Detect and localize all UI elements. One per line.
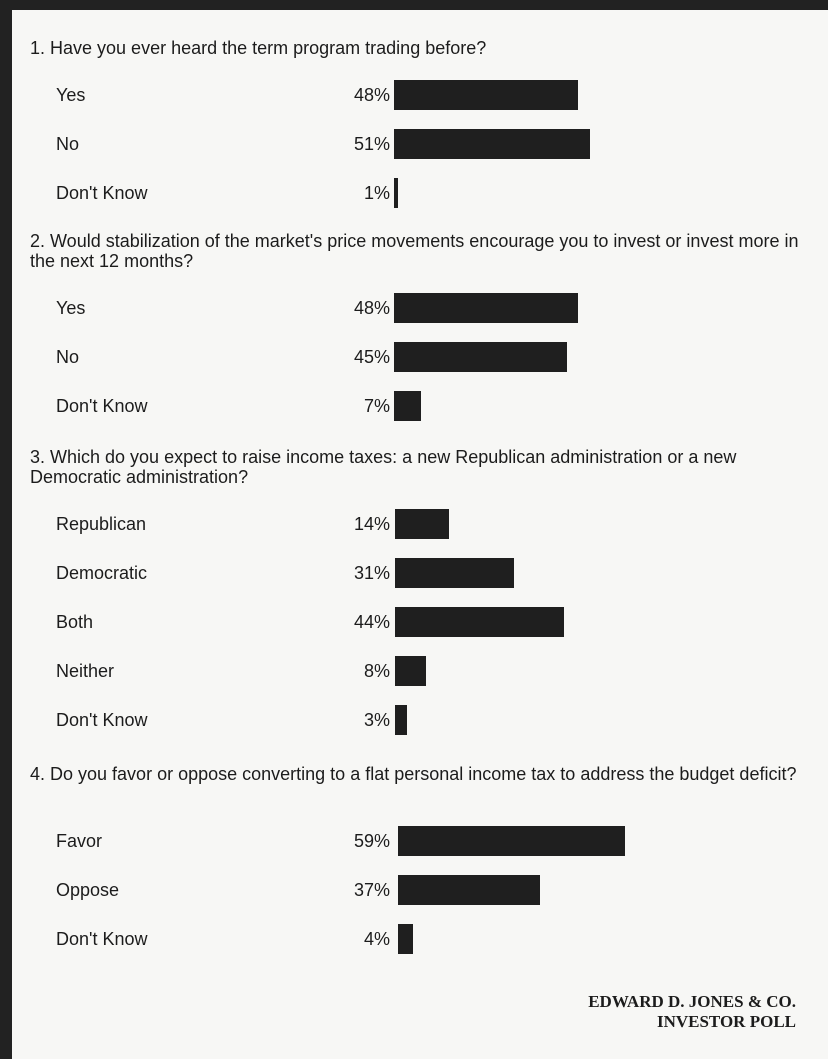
answer-bar <box>394 293 578 323</box>
footer-company: EDWARD D. JONES & CO. <box>588 992 796 1011</box>
footer-poll-name: INVESTOR POLL <box>656 1012 796 1031</box>
answer-percent: 48% <box>353 85 390 105</box>
question-text: Have you ever heard the term program tra… <box>50 38 487 58</box>
answer-percent: 14% <box>353 514 390 534</box>
answer-label: Don't Know <box>56 710 148 730</box>
answer-label: Don't Know <box>56 396 148 416</box>
answer-bar <box>398 924 413 954</box>
answer-percent: 51% <box>353 134 390 154</box>
answer-percent: 45% <box>353 347 390 367</box>
answer-label: Neither <box>56 661 115 681</box>
answer-row: Neither 8% <box>12 656 828 686</box>
answer-percent: 59% <box>353 831 390 851</box>
answer-row: Don't Know 3% <box>12 705 828 735</box>
question-3: 3. Which do you expect to raise income t… <box>30 447 810 487</box>
question-number: 1. <box>30 38 51 58</box>
answer-row: Republican 14% <box>12 509 828 539</box>
answer-row: Don't Know 1% <box>12 178 828 208</box>
answer-bar <box>394 178 398 208</box>
answer-label: Democratic <box>56 563 148 583</box>
answer-row: Don't Know 7% <box>12 391 828 421</box>
answer-percent: 48% <box>353 298 390 318</box>
question-text: Which do you expect to raise income taxe… <box>30 447 737 487</box>
answer-percent: 8% <box>363 661 390 681</box>
answer-row: Favor 59% <box>12 826 828 856</box>
answer-bar <box>395 607 564 637</box>
answer-percent: 3% <box>363 710 390 730</box>
answer-bar <box>394 129 590 159</box>
answer-bar <box>395 705 407 735</box>
answer-row: Both 44% <box>12 607 828 637</box>
answer-row: Don't Know 4% <box>12 924 828 954</box>
question-1: 1. Have you ever heard the term program … <box>30 38 810 58</box>
answer-percent: 31% <box>353 563 390 583</box>
answer-row: No 51% <box>12 129 828 159</box>
answer-percent: 4% <box>363 929 390 949</box>
answer-percent: 37% <box>353 880 390 900</box>
footer-credit: EDWARD D. JONES & CO. INVESTOR POLL <box>588 992 796 1032</box>
poll-panel: 1. Have you ever heard the term program … <box>12 10 828 1059</box>
answer-label: Republican <box>56 514 147 534</box>
answer-percent: 7% <box>363 396 390 416</box>
question-number: 3. <box>30 447 51 467</box>
answer-bar <box>398 826 625 856</box>
question-text: Do you favor or oppose converting to a f… <box>50 764 797 784</box>
answer-row: No 45% <box>12 342 828 372</box>
answer-label: Don't Know <box>56 929 148 949</box>
answer-label: Don't Know <box>56 183 148 203</box>
answer-percent: 1% <box>363 183 390 203</box>
question-2: 2. Would stabilization of the market's p… <box>30 231 810 271</box>
answer-bar <box>394 342 567 372</box>
question-4: 4. Do you favor or oppose converting to … <box>30 764 810 784</box>
answer-row: Yes 48% <box>12 80 828 110</box>
answer-bar <box>395 558 514 588</box>
answer-percent: 44% <box>353 612 390 632</box>
answer-label: Both <box>56 612 94 632</box>
answer-label: No <box>56 134 80 154</box>
answer-bar <box>395 656 426 686</box>
question-number: 2. <box>30 231 51 251</box>
answer-label: Yes <box>56 298 86 318</box>
answer-row: Oppose 37% <box>12 875 828 905</box>
answer-row: Yes 48% <box>12 293 828 323</box>
answer-bar <box>394 391 421 421</box>
answer-label: No <box>56 347 80 367</box>
answer-bar <box>395 509 449 539</box>
answer-label: Oppose <box>56 880 120 900</box>
question-text: Would stabilization of the market's pric… <box>30 231 799 271</box>
answer-label: Yes <box>56 85 86 105</box>
answer-bar <box>394 80 578 110</box>
answer-bar <box>398 875 540 905</box>
answer-label: Favor <box>56 831 103 851</box>
answer-row: Democratic 31% <box>12 558 828 588</box>
question-number: 4. <box>30 764 51 784</box>
